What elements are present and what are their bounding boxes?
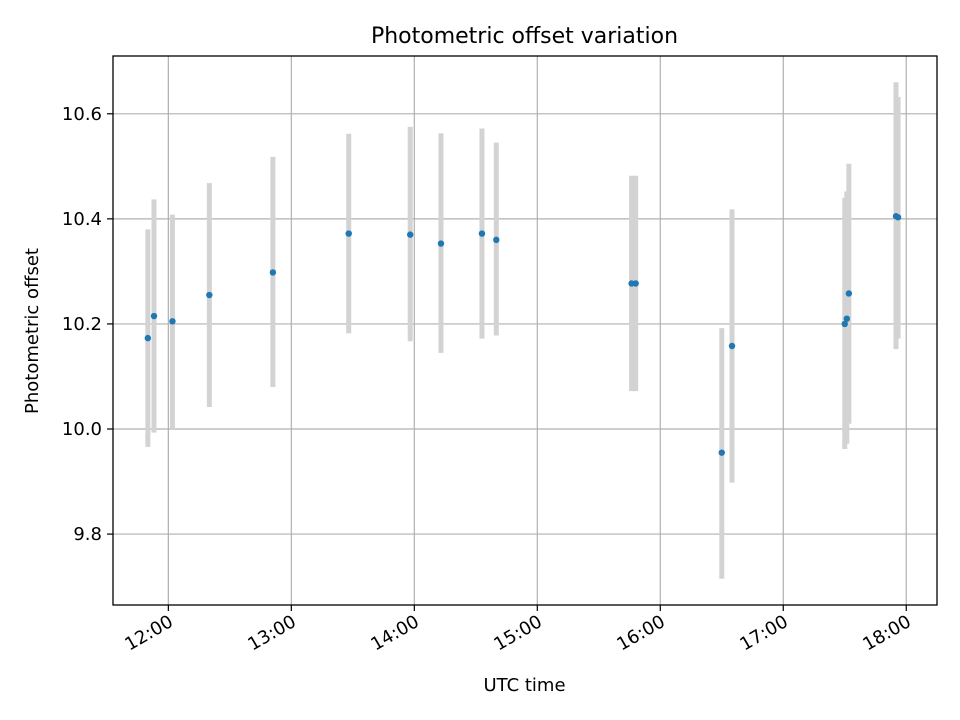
x-tick-label: 12:00 <box>121 611 176 655</box>
data-point <box>144 334 152 342</box>
x-tick-label: 17:00 <box>736 611 791 655</box>
y-tick-label: 10.4 <box>62 209 102 230</box>
y-tick-label: 10.2 <box>62 314 102 335</box>
x-axis-label: UTC time <box>483 675 565 696</box>
data-point <box>894 214 902 221</box>
y-tick-label: 9.8 <box>73 524 102 545</box>
x-tick-label: 13:00 <box>244 611 299 655</box>
grid-layer <box>113 56 937 605</box>
data-point <box>269 269 277 276</box>
data-point <box>345 230 352 237</box>
data-point <box>841 320 848 328</box>
data-point <box>478 230 486 237</box>
x-tick-label: 15:00 <box>490 611 545 655</box>
y-tick-label: 10.6 <box>62 104 102 125</box>
point-layer <box>144 213 902 456</box>
data-point <box>150 312 158 320</box>
x-tick-label: 16:00 <box>613 611 668 655</box>
data-point <box>632 280 639 287</box>
data-point <box>437 240 445 247</box>
tick-layer: 12:00 13:00 14:00 15:00 16:00 17:00 18:00 9.8 10… <box>62 104 915 655</box>
x-tick-label: 14:00 <box>367 611 422 655</box>
y-tick-label: 10.0 <box>62 419 102 440</box>
y-axis-label: Photometric offset <box>22 248 43 414</box>
plot-frame <box>112 55 938 606</box>
errorbar-layer <box>145 82 901 579</box>
data-point <box>169 318 176 325</box>
data-point <box>843 315 851 322</box>
data-point <box>845 290 853 297</box>
chart-title: Photometric offset variation <box>371 24 678 49</box>
data-point <box>407 231 414 238</box>
data-point <box>718 449 725 456</box>
data-point <box>493 236 500 244</box>
data-point <box>728 342 736 350</box>
x-tick-label: 18:00 <box>859 611 914 655</box>
data-point <box>206 291 213 299</box>
